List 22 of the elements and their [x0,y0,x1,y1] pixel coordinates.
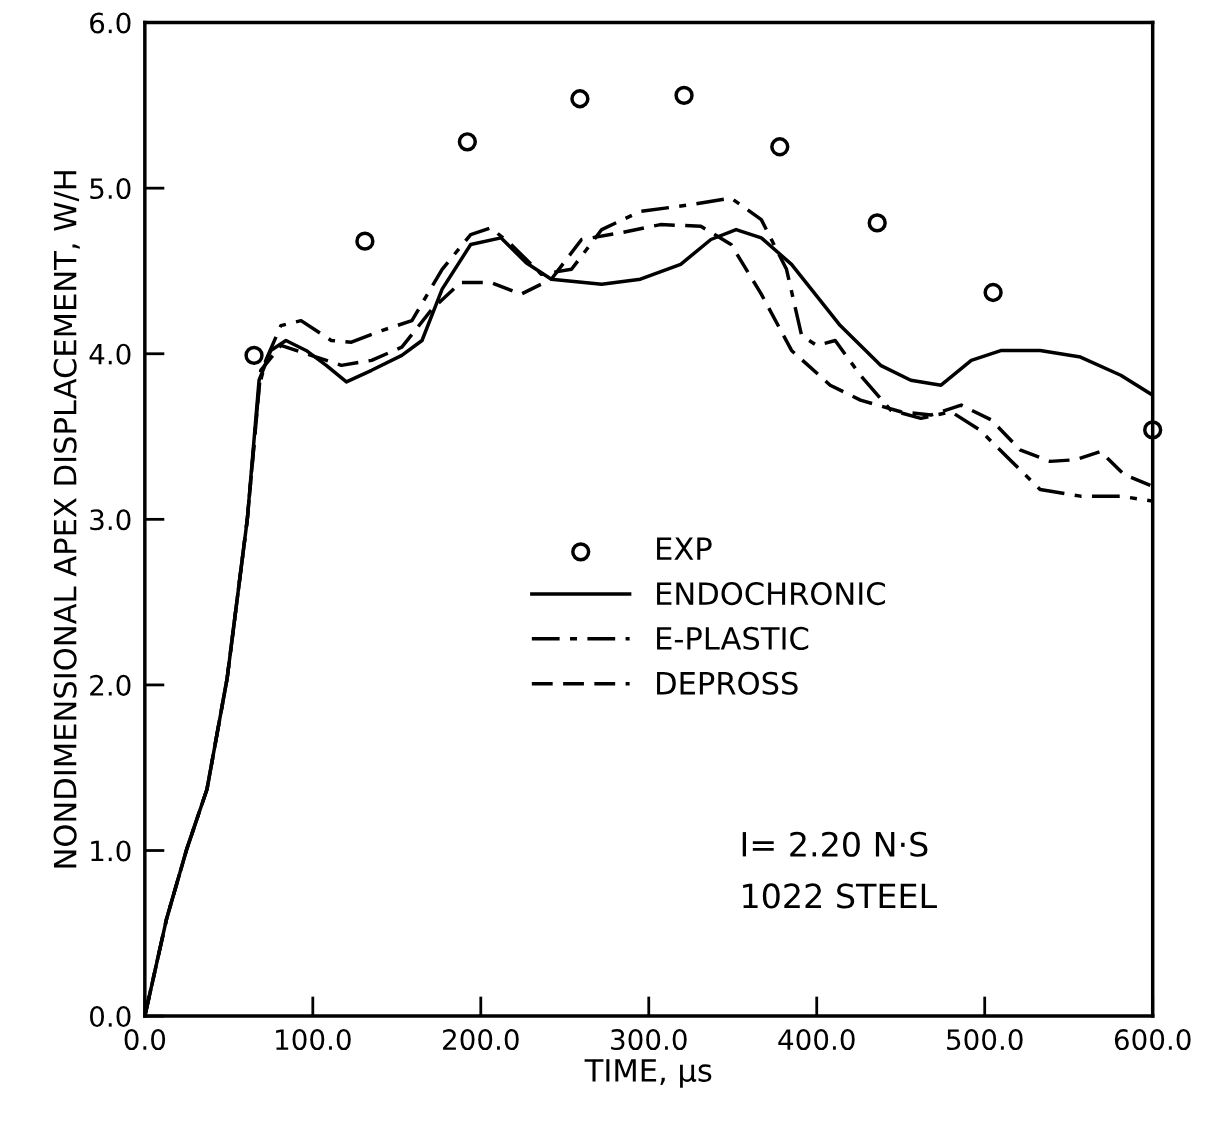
y-tick-label: 1.0 [91,840,131,862]
y-tick-label: 3.0 [90,509,131,531]
x-tick-label: 300.0 [611,1029,687,1051]
legend-label: ENDOCHRONIC [657,582,885,606]
legend-label: DEPROSS [657,671,798,695]
x-tick-label: 100.0 [276,1029,351,1051]
x-tick-label: 200.0 [443,1029,519,1051]
x-axis-title: TIME, μs [584,1059,712,1088]
x-tick-label: 500.0 [947,1029,1023,1051]
legend-label: EXP [657,537,712,560]
y-axis-title: NONDIMENSIONAL APEX DISPLACEMENT, W/H [53,171,80,868]
annotation: I= 2.20 N·S [742,831,928,857]
x-tick-label: 600.0 [1114,1029,1191,1051]
y-tick-label: 4.0 [89,343,131,365]
legend-label: E-PLASTIC [657,626,809,650]
x-tick-label: 400.0 [778,1029,855,1051]
annotation: 1022 STEEL [743,883,937,909]
y-tick-label: 0.0 [90,1006,131,1028]
y-tick-label: 2.0 [90,674,131,696]
x-tick-label: 0.0 [124,1029,166,1051]
y-tick-label: 6.0 [90,12,131,34]
y-tick-label: 5.0 [90,178,131,200]
